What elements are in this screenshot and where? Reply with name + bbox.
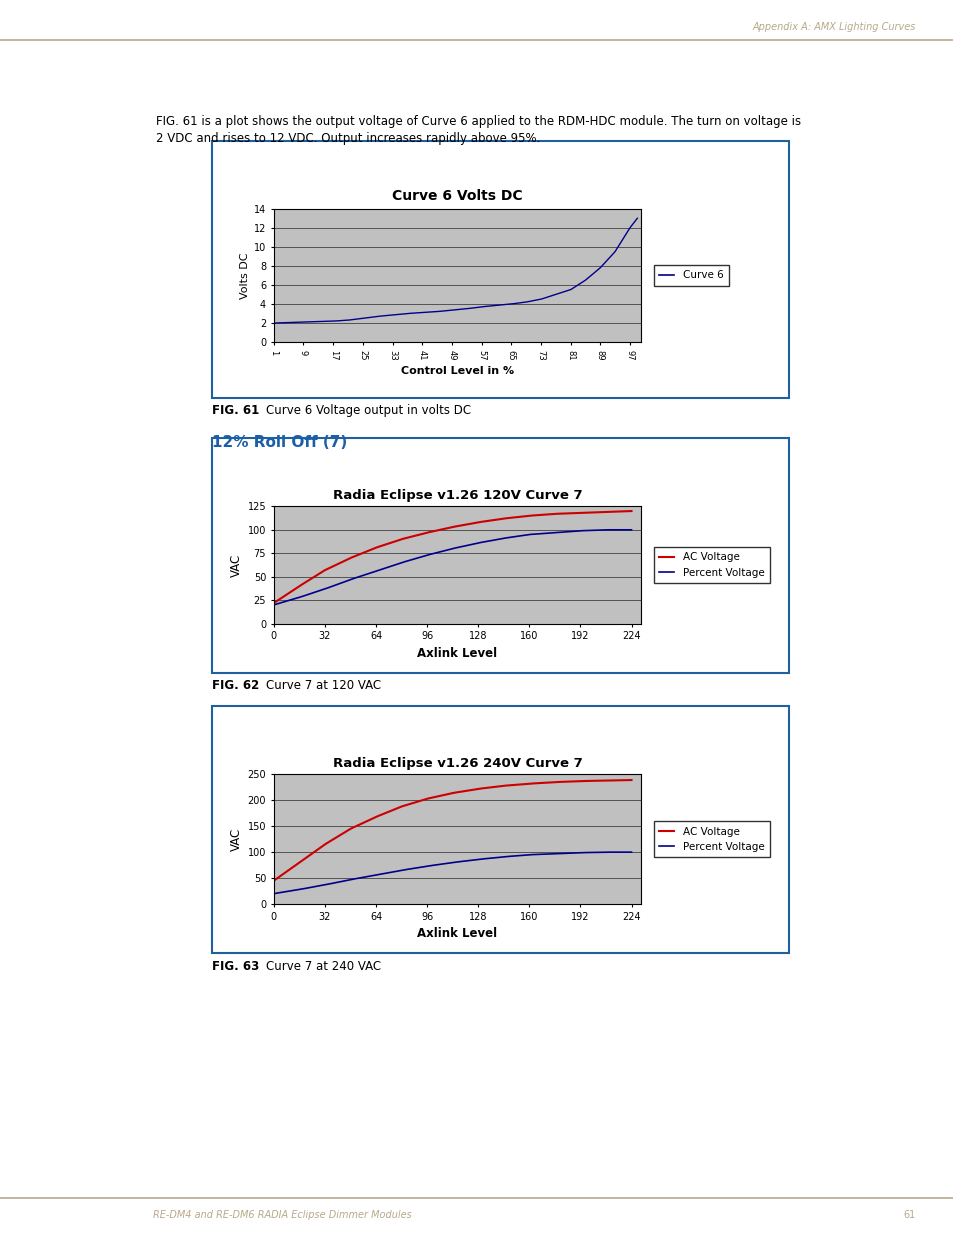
Y-axis label: VAC: VAC — [230, 827, 243, 851]
Text: Curve 6 Voltage output in volts DC: Curve 6 Voltage output in volts DC — [266, 404, 471, 417]
Text: 2 VDC and rises to 12 VDC. Output increases rapidly above 95%.: 2 VDC and rises to 12 VDC. Output increa… — [155, 132, 539, 146]
X-axis label: Control Level in %: Control Level in % — [400, 366, 514, 375]
Title: Radia Eclipse v1.26 120V Curve 7: Radia Eclipse v1.26 120V Curve 7 — [333, 489, 581, 503]
Text: Curve 7 at 240 VAC: Curve 7 at 240 VAC — [266, 960, 381, 973]
Text: Appendix A: AMX Lighting Curves: Appendix A: AMX Lighting Curves — [752, 22, 915, 32]
Text: FIG. 61: FIG. 61 — [212, 404, 259, 417]
Y-axis label: VAC: VAC — [230, 553, 243, 577]
Y-axis label: Volts DC: Volts DC — [239, 252, 250, 299]
Title: Radia Eclipse v1.26 240V Curve 7: Radia Eclipse v1.26 240V Curve 7 — [333, 757, 581, 771]
Text: RE-DM4 and RE-DM6 RADIA Eclipse Dimmer Modules: RE-DM4 and RE-DM6 RADIA Eclipse Dimmer M… — [152, 1210, 411, 1220]
Legend: AC Voltage, Percent Voltage: AC Voltage, Percent Voltage — [653, 821, 769, 857]
Text: Curve 7 at 120 VAC: Curve 7 at 120 VAC — [266, 679, 381, 693]
Title: Curve 6 Volts DC: Curve 6 Volts DC — [392, 189, 522, 204]
Legend: Curve 6: Curve 6 — [653, 266, 728, 285]
Text: FIG. 63: FIG. 63 — [212, 960, 259, 973]
X-axis label: Axlink Level: Axlink Level — [417, 927, 497, 940]
Text: FIG. 61 is a plot shows the output voltage of Curve 6 applied to the RDM-HDC mod: FIG. 61 is a plot shows the output volta… — [155, 115, 800, 128]
Text: 12% Roll Off (7): 12% Roll Off (7) — [212, 435, 347, 450]
Text: 61: 61 — [902, 1210, 915, 1220]
Legend: AC Voltage, Percent Voltage: AC Voltage, Percent Voltage — [653, 547, 769, 583]
X-axis label: Axlink Level: Axlink Level — [417, 647, 497, 659]
Text: FIG. 62: FIG. 62 — [212, 679, 259, 693]
